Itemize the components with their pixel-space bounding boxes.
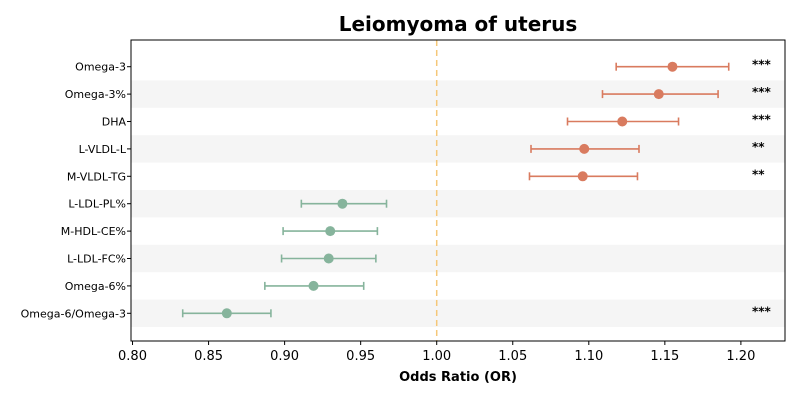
data-rows: Omega-3 ***Omega-3% ***DHA ***L-VLDL-L **M-V…	[21, 58, 772, 321]
row-label: Omega-3	[75, 61, 126, 74]
significance-marker: ***	[752, 304, 772, 318]
x-tick-label: 1.15	[650, 349, 679, 364]
row-label: L-LDL-PL%	[68, 198, 126, 211]
row-label: Omega-6/Omega-3	[21, 307, 126, 320]
x-tick-label: 0.95	[346, 349, 375, 364]
x-axis-label: Odds Ratio (OR)	[399, 370, 517, 385]
forest-row: L-VLDL-L **	[79, 140, 766, 156]
x-tick-label: 0.85	[194, 349, 223, 364]
x-tick-label: 1.05	[498, 349, 527, 364]
forest-row: L-LDL-PL%	[68, 198, 388, 211]
significance-marker: ***	[752, 58, 772, 72]
or-point	[323, 253, 334, 264]
x-tick-label: 0.90	[270, 349, 299, 364]
or-point	[653, 89, 664, 100]
x-tick-label: 1.20	[726, 349, 755, 364]
or-point	[579, 143, 590, 154]
row-label: M-VLDL-TG	[67, 170, 126, 183]
or-point	[337, 198, 348, 209]
forest-row: L-LDL-FC%	[67, 253, 377, 266]
forest-row: Omega-3% ***	[65, 85, 772, 101]
row-band	[131, 190, 785, 218]
or-point	[667, 61, 678, 72]
row-bands	[131, 80, 785, 327]
row-label: Omega-6%	[65, 280, 126, 293]
x-axis-ticks: 0.80 0.85 0.90 0.95 1.00 1.05 1.10 1.15 1.20	[118, 341, 755, 364]
forest-row: DHA ***	[102, 113, 772, 129]
or-point	[577, 171, 588, 182]
forest-row: Omega-6/Omega-3 ***	[21, 304, 772, 320]
plot-frame	[130, 39, 786, 342]
significance-marker: **	[752, 167, 765, 181]
row-band	[131, 135, 785, 163]
significance-marker: **	[752, 140, 765, 154]
forest-row: M-HDL-CE%	[61, 225, 379, 238]
chart-title: Leiomyoma of uterus	[339, 12, 578, 36]
row-label: DHA	[102, 116, 127, 129]
or-point	[221, 308, 232, 319]
x-tick-label: 1.10	[574, 349, 603, 364]
x-tick-label: 0.80	[118, 349, 147, 364]
forest-row: Omega-3 ***	[75, 58, 771, 74]
significance-marker: ***	[752, 113, 772, 127]
row-label: L-LDL-FC%	[67, 253, 126, 266]
forest-row: Omega-6%	[65, 280, 365, 293]
significance-marker: ***	[752, 85, 772, 99]
row-label: L-VLDL-L	[79, 143, 127, 156]
row-label: M-HDL-CE%	[61, 225, 126, 238]
x-tick-label: 1.00	[422, 349, 451, 364]
row-label: Omega-3%	[65, 88, 126, 101]
row-band	[131, 244, 785, 273]
forest-row: M-VLDL-TG **	[67, 167, 765, 183]
or-point	[617, 116, 628, 127]
or-point	[308, 280, 319, 291]
or-point	[325, 226, 336, 237]
